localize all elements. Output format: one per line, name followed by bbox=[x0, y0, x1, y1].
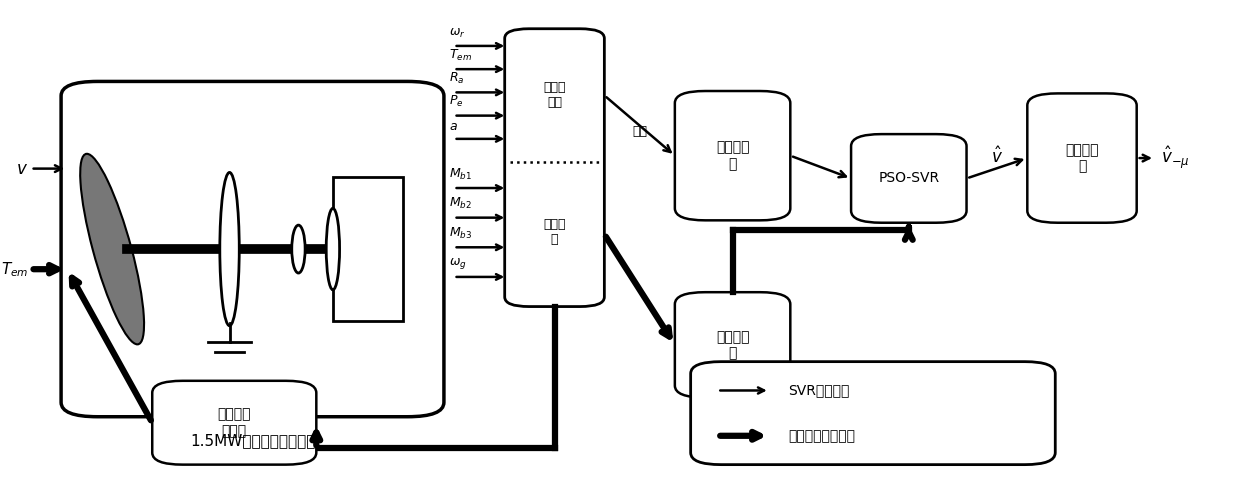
Text: $R_a$: $R_a$ bbox=[449, 71, 464, 86]
Text: $M_{b1}$: $M_{b1}$ bbox=[449, 167, 472, 182]
Text: $v$: $v$ bbox=[16, 160, 29, 178]
Text: 归一化处
理: 归一化处 理 bbox=[715, 140, 749, 171]
Text: $P_e$: $P_e$ bbox=[449, 94, 464, 109]
Text: $T_{em}$: $T_{em}$ bbox=[1, 260, 29, 279]
Text: $\omega_r$: $\omega_r$ bbox=[449, 27, 465, 40]
Text: $T_{em}$: $T_{em}$ bbox=[449, 48, 471, 63]
FancyBboxPatch shape bbox=[505, 29, 604, 307]
Text: 训练: 训练 bbox=[632, 125, 647, 138]
FancyBboxPatch shape bbox=[1027, 93, 1137, 223]
Text: $a$: $a$ bbox=[449, 120, 458, 133]
Text: 低通滤波
器: 低通滤波 器 bbox=[1065, 143, 1099, 173]
Text: SVR训练阶段: SVR训练阶段 bbox=[787, 384, 849, 398]
Text: $M_{b2}$: $M_{b2}$ bbox=[449, 196, 471, 211]
Text: $\omega_g$: $\omega_g$ bbox=[449, 256, 466, 271]
Text: 训练特
征集: 训练特 征集 bbox=[543, 81, 565, 109]
Text: $M_{b3}$: $M_{b3}$ bbox=[449, 226, 472, 241]
Text: 1.5MW变速风力发电机组: 1.5MW变速风力发电机组 bbox=[190, 433, 315, 448]
Text: 实时输
出: 实时输 出 bbox=[543, 217, 565, 246]
FancyBboxPatch shape bbox=[153, 381, 316, 465]
FancyBboxPatch shape bbox=[691, 362, 1055, 465]
Ellipse shape bbox=[219, 172, 239, 326]
Text: 归一化处
理: 归一化处 理 bbox=[715, 330, 749, 360]
FancyBboxPatch shape bbox=[675, 292, 790, 398]
Bar bbox=[332, 177, 403, 321]
Text: $\hat{v}_{-\mu}$: $\hat{v}_{-\mu}$ bbox=[1161, 145, 1189, 171]
Ellipse shape bbox=[326, 208, 340, 290]
Text: $\hat{v}$: $\hat{v}$ bbox=[991, 147, 1003, 167]
FancyBboxPatch shape bbox=[851, 134, 966, 223]
Ellipse shape bbox=[81, 154, 144, 344]
Text: 在线使用训练阶段: 在线使用训练阶段 bbox=[787, 429, 854, 443]
Text: PSO-SVR: PSO-SVR bbox=[878, 171, 940, 185]
FancyBboxPatch shape bbox=[61, 81, 444, 417]
Ellipse shape bbox=[291, 225, 305, 273]
Text: 最优转矩
控制器: 最优转矩 控制器 bbox=[217, 408, 250, 438]
FancyBboxPatch shape bbox=[675, 91, 790, 220]
